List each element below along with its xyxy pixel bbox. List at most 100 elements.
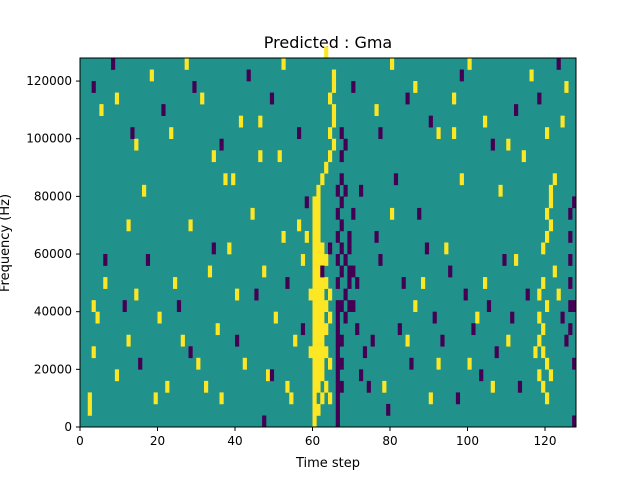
heatmap-cell-high: [304, 230, 309, 243]
heatmap-cell-high: [184, 58, 189, 70]
heatmap-cell-high: [541, 242, 546, 255]
heatmap-cell-low: [568, 277, 573, 289]
heatmap-cell-low: [568, 323, 573, 336]
heatmap-cell-high: [227, 242, 232, 255]
heatmap-cell-high: [331, 115, 337, 128]
heatmap-cell-high: [324, 300, 329, 312]
heatmap-cell-high: [312, 230, 317, 243]
heatmap-cell-high: [215, 323, 220, 336]
heatmap-cell-low: [335, 323, 340, 336]
heatmap-cell-high: [180, 334, 185, 347]
heatmap-cell-high: [328, 92, 333, 105]
plot-frame: [79, 57, 577, 428]
heatmap-cell-high: [382, 380, 387, 393]
heatmap-cell-low: [343, 254, 348, 266]
heatmap-cell-high: [134, 138, 139, 151]
heatmap-cell-low: [405, 92, 410, 105]
heatmap-cell-low: [343, 138, 348, 151]
heatmap-cell-low: [269, 369, 275, 382]
heatmap-cell-high: [444, 242, 449, 255]
heatmap-cell-high: [312, 242, 317, 255]
heatmap-cell-high: [428, 392, 433, 405]
heatmap-cell-low: [572, 196, 577, 209]
heatmap-cell-high: [324, 346, 329, 359]
heatmap-cell-low: [374, 230, 379, 243]
heatmap-cell-low: [122, 300, 127, 312]
heatmap-cell-high: [436, 357, 441, 370]
heatmap-cell-high: [231, 173, 236, 186]
heatmap-cell-high: [552, 173, 557, 186]
heatmap-cell-low: [339, 300, 344, 312]
heatmap-cell-high: [316, 323, 321, 336]
heatmap-cell-high: [552, 265, 557, 278]
heatmap-cell-high: [312, 277, 317, 289]
y-tick-label: 40000: [34, 305, 72, 319]
heatmap-cell-high: [514, 254, 519, 266]
heatmap-cell-low: [262, 415, 267, 428]
heatmap-cell-low: [440, 334, 445, 347]
heatmap-cell-low: [572, 300, 577, 312]
heatmap-cell-low: [335, 357, 340, 370]
heatmap-cell-high: [312, 219, 317, 232]
heatmap-cell-high: [285, 380, 290, 393]
heatmap-cell-low: [335, 403, 340, 416]
heatmap-cell-high: [483, 115, 488, 128]
heatmap-cell-low: [335, 277, 340, 289]
heatmap-cell-high: [308, 346, 313, 359]
heatmap-cell-high: [142, 184, 147, 197]
heatmap-cell-high: [312, 392, 317, 405]
heatmap-cell-low: [355, 323, 360, 336]
heatmap-cell-low: [510, 311, 515, 324]
heatmap-cell-high: [537, 334, 542, 347]
y-tick-label: 100000: [26, 132, 72, 146]
heatmap-cell-low: [355, 277, 360, 289]
heatmap-cell-high: [405, 334, 410, 347]
heatmap-cell-low: [401, 277, 406, 289]
heatmap-cell-high: [390, 58, 395, 70]
heatmap-cell-high: [316, 242, 321, 255]
heatmap-cell-high: [312, 403, 317, 416]
heatmap-cell-high: [320, 369, 325, 382]
heatmap-cell-high: [320, 392, 325, 405]
heatmap-cell-low: [343, 311, 348, 324]
heatmap-cell-low: [351, 207, 356, 220]
heatmap-cell-low: [347, 277, 352, 289]
heatmap-cell-high: [331, 104, 337, 116]
heatmap-cell-low: [428, 115, 433, 128]
heatmap-cell-low: [459, 69, 464, 82]
heatmap-cell-high: [324, 254, 329, 266]
heatmap-cell-low: [362, 346, 368, 359]
heatmap-cell-high: [126, 334, 131, 347]
heatmap-cell-low: [339, 380, 344, 393]
heatmap-cell-high: [262, 265, 267, 278]
heatmap-cell-low: [339, 265, 344, 278]
heatmap-cell-low: [335, 207, 340, 220]
heatmap-cell-low: [556, 58, 561, 70]
heatmap-cell-high: [467, 58, 472, 70]
heatmap-cell-low: [537, 92, 542, 105]
heatmap-cell-high: [312, 300, 317, 312]
heatmap-cell-high: [169, 127, 174, 140]
heatmap-cell-low: [343, 184, 348, 197]
heatmap-cell-high: [452, 92, 457, 105]
heatmap-cell-high: [312, 288, 317, 301]
heatmap-cell-high: [320, 277, 325, 289]
heatmap-cell-high: [157, 311, 162, 324]
heatmap-cell-high: [103, 277, 108, 289]
heatmap-cell-high: [328, 127, 333, 140]
heatmap-cell-high: [134, 288, 139, 301]
heatmap-cell-low: [471, 323, 476, 336]
heatmap-cell-high: [289, 392, 294, 405]
heatmap-cell-high: [316, 288, 321, 301]
heatmap-cell-low: [448, 265, 453, 278]
heatmap-cell-high: [324, 380, 329, 393]
heatmap-cell-high: [545, 357, 550, 370]
heatmap-cell-high: [421, 277, 426, 289]
heatmap-cell-low: [525, 288, 530, 301]
heatmap-cell-low: [285, 277, 290, 289]
heatmap-cell-high: [99, 104, 104, 116]
heatmap-cell-low: [347, 242, 352, 255]
heatmap-cell-high: [293, 334, 298, 347]
heatmap-cell-high: [242, 357, 247, 370]
x-tick-label: 20: [150, 434, 165, 448]
